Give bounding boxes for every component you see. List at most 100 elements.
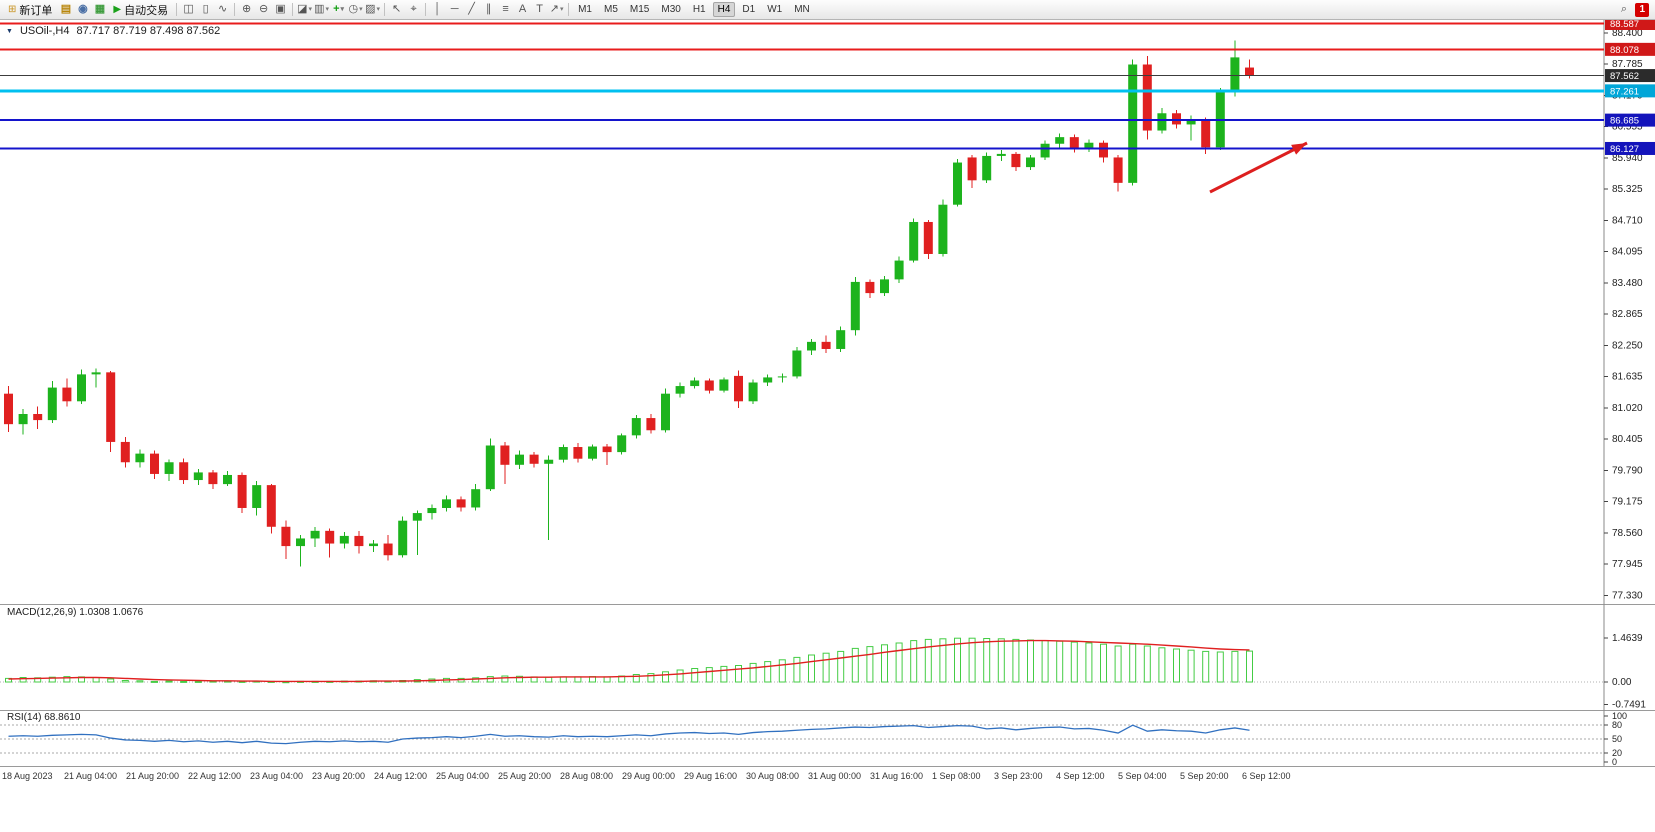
dropdown-caret-icon: ▾ — [559, 6, 564, 13]
date-axis-label: 29 Aug 16:00 — [684, 771, 738, 781]
line-chart-icon[interactable]: ∿ — [217, 3, 228, 15]
price-axis-label: 79.175 — [1612, 497, 1643, 508]
candle — [412, 513, 422, 521]
candle — [821, 341, 831, 349]
macd-histogram-bar — [1158, 647, 1166, 683]
timeframe-button-h1[interactable]: H1 — [692, 4, 706, 15]
periods-icon[interactable]: ◷ ▾ — [348, 3, 363, 15]
macd-histogram-bar — [1202, 650, 1210, 683]
candle — [485, 445, 495, 490]
templates-icon[interactable]: ▨ ▾ — [365, 3, 381, 15]
price-axis-label: 81.635 — [1612, 372, 1643, 383]
navigator-icon[interactable]: ◉ — [78, 3, 88, 15]
macd-histogram-bar — [691, 668, 699, 683]
candlestick-chart-icon[interactable]: ▯ — [202, 3, 209, 15]
macd-axis-label: 1.4639 — [1612, 633, 1643, 644]
zoom-out-icon[interactable]: ⊖ — [258, 3, 269, 15]
candle — [734, 375, 743, 402]
zoom-in-icon[interactable]: ⊕ — [241, 3, 252, 15]
candle — [704, 380, 714, 391]
macd-histogram-bar — [1216, 651, 1224, 683]
timeframe-button-mn[interactable]: MN — [794, 4, 810, 15]
notification-badge[interactable]: 1 — [1635, 2, 1649, 17]
channel-icon[interactable]: ∥ — [485, 3, 492, 15]
candle — [442, 499, 451, 508]
price-axis-label: 85.325 — [1612, 184, 1643, 195]
text-icon[interactable]: A — [518, 3, 527, 15]
candle — [1055, 137, 1065, 144]
label-icon[interactable]: T — [536, 3, 543, 15]
timeframe-button-d1[interactable]: D1 — [742, 4, 756, 15]
macd-histogram-bar — [48, 676, 56, 683]
fibonacci-icon[interactable]: ≡ — [502, 3, 509, 15]
market-watch-icon[interactable]: ▤ — [60, 3, 72, 15]
candle — [500, 445, 510, 465]
rsi-line — [8, 724, 1250, 745]
cursor-icon[interactable]: ↖ — [391, 3, 402, 15]
candle — [339, 535, 349, 544]
macd-histogram-bar — [1027, 639, 1034, 683]
add-indicator-icon[interactable]: + ▾ — [333, 3, 345, 15]
autotrade-button[interactable]: ▶ 自动交易 — [108, 1, 173, 19]
trend-arrow-head[interactable] — [1291, 143, 1307, 155]
candle — [923, 221, 933, 254]
macd-histogram-bar — [486, 676, 494, 683]
candle — [281, 526, 291, 547]
new-chart-icon[interactable]: ◪ ▾ — [297, 3, 313, 15]
price-axis-label: 80.405 — [1612, 434, 1643, 445]
candle — [1201, 119, 1211, 148]
date-axis[interactable]: 18 Aug 2023 21 Aug 04:00 21 Aug 20:00 22 Au… — [0, 766, 1655, 789]
rsi-axis-label: 50 — [1612, 734, 1622, 744]
timeframe-button-w1[interactable]: W1 — [767, 4, 783, 15]
candle — [631, 418, 641, 436]
date-axis-label: 21 Aug 04:00 — [64, 771, 118, 781]
autotrade-icon: ▶ — [113, 3, 122, 15]
timeframe-button-m5[interactable]: M5 — [604, 4, 618, 15]
arrows-icon[interactable]: ↗ ▾ — [549, 3, 564, 15]
price-axis-label: 85.940 — [1612, 153, 1643, 164]
terminal-icon[interactable]: ▦ — [94, 3, 106, 15]
profiles-icon[interactable]: ▥ ▾ — [314, 3, 330, 15]
candle — [33, 414, 43, 421]
timeframe-button-m30[interactable]: M30 — [661, 4, 681, 15]
candle — [252, 485, 262, 508]
date-axis-label: 25 Aug 04:00 — [436, 771, 490, 781]
candle — [266, 485, 276, 527]
macd-histogram-bar — [954, 637, 961, 683]
candle — [602, 446, 612, 453]
horizontal-line-icon[interactable]: ─ — [450, 3, 459, 15]
symbol-period-label: USOil-,H4 — [19, 25, 70, 37]
search-icon[interactable]: ⌕ — [1620, 3, 1628, 15]
crosshair-icon[interactable]: ⌖ — [410, 3, 417, 15]
candle — [1069, 137, 1079, 149]
rsi-label: RSI(14) 68.8610 — [5, 712, 83, 723]
main-chart[interactable]: 88.40087.78587.17086.55585.94085.32584.7… — [0, 20, 1655, 604]
tile-windows-icon[interactable]: ▣ — [275, 3, 286, 15]
resistance-line-upper-price-tag-label: 88.587 — [1610, 20, 1639, 30]
bar-chart-icon[interactable]: ◫ — [183, 3, 194, 15]
trendline-icon[interactable]: ╱ — [468, 3, 475, 15]
macd-histogram-bar — [895, 642, 903, 683]
rsi-axis-label: 0 — [1612, 757, 1617, 766]
autotrade-button-label: 自动交易 — [124, 4, 169, 17]
timeframe-button-h4[interactable]: H4 — [712, 2, 736, 17]
price-axis-label: 84.095 — [1612, 247, 1643, 258]
candle — [558, 447, 568, 460]
trend-arrow[interactable] — [1209, 141, 1308, 194]
timeframe-button-m1[interactable]: M1 — [578, 4, 592, 15]
candle — [1113, 157, 1123, 183]
candle — [383, 543, 393, 556]
price-axis-label: 77.945 — [1612, 559, 1643, 570]
macd-histogram-bar — [121, 680, 129, 683]
macd-histogram-bar — [1012, 638, 1020, 683]
macd-histogram-bar — [1129, 643, 1137, 683]
timeframe-button-m15[interactable]: M15 — [629, 4, 650, 15]
candle — [1230, 57, 1240, 92]
macd-histogram-bar — [749, 662, 757, 683]
candle — [763, 377, 773, 383]
macd-panel[interactable]: 1.4639 0.00 -0.7491 — [0, 604, 1655, 710]
new-order-button[interactable]: ⊞ 新订单 — [3, 1, 57, 19]
vertical-line-icon[interactable]: │ — [434, 3, 442, 15]
candle — [456, 499, 466, 508]
